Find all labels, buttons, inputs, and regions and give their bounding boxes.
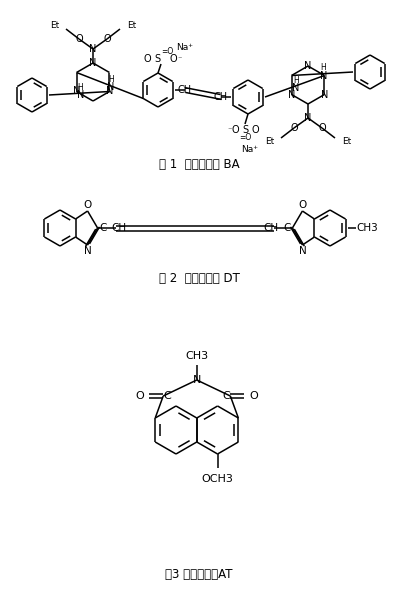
Text: O: O [83, 200, 92, 210]
Text: Et: Et [265, 136, 274, 146]
Text: CH3: CH3 [356, 223, 378, 233]
Text: H: H [77, 83, 83, 92]
Text: 式3 荧光增白剂AT: 式3 荧光增白剂AT [165, 568, 233, 581]
Text: O: O [136, 391, 144, 401]
Text: N: N [89, 44, 97, 54]
Text: N: N [193, 375, 201, 385]
Text: Na⁺: Na⁺ [176, 43, 194, 52]
Text: CH: CH [111, 223, 126, 233]
Text: O: O [75, 34, 83, 44]
Text: N: N [84, 246, 91, 256]
Text: C: C [163, 391, 171, 401]
Text: CH: CH [178, 85, 192, 95]
Text: O: O [318, 123, 326, 133]
Text: O: O [251, 125, 259, 135]
Text: S: S [242, 125, 248, 135]
Text: N: N [77, 90, 84, 100]
Text: N: N [288, 89, 295, 99]
Text: H: H [320, 63, 326, 72]
Text: OCH3: OCH3 [201, 474, 233, 484]
Text: N: N [107, 83, 115, 92]
Text: CH: CH [264, 223, 279, 233]
Text: CH: CH [214, 92, 228, 102]
Text: 式 1  荧光增白剂 BA: 式 1 荧光增白剂 BA [159, 158, 239, 171]
Text: N: N [321, 89, 328, 99]
Text: O: O [290, 123, 298, 133]
Text: C: C [223, 391, 230, 401]
Text: H: H [293, 76, 298, 84]
Text: S: S [154, 54, 160, 64]
Text: =O: =O [239, 133, 251, 142]
Text: O: O [249, 391, 258, 401]
Text: 式 2  荧光增白剂 DT: 式 2 荧光增白剂 DT [158, 271, 239, 284]
Text: O: O [231, 125, 239, 135]
Text: N: N [73, 86, 80, 96]
Text: N: N [89, 58, 97, 68]
Text: N: N [304, 61, 312, 71]
Text: C: C [284, 223, 291, 233]
Text: CH3: CH3 [185, 351, 208, 361]
Text: N: N [292, 83, 299, 93]
Text: Et: Et [342, 136, 351, 146]
Text: N: N [304, 113, 312, 123]
Text: O: O [143, 54, 151, 64]
Text: H: H [108, 75, 114, 84]
Text: Na⁺: Na⁺ [241, 145, 259, 154]
Text: O: O [169, 54, 177, 64]
Text: O: O [103, 34, 111, 44]
Text: C: C [99, 223, 106, 233]
Text: ⁻: ⁻ [178, 55, 182, 64]
Text: Et: Et [50, 21, 59, 30]
Text: N: N [298, 246, 306, 256]
Text: =O: =O [161, 48, 173, 57]
Text: ⁻: ⁻ [228, 126, 232, 134]
Text: N: N [106, 86, 113, 96]
Text: O: O [298, 200, 306, 210]
Text: Et: Et [127, 21, 136, 30]
Text: N: N [320, 71, 327, 81]
